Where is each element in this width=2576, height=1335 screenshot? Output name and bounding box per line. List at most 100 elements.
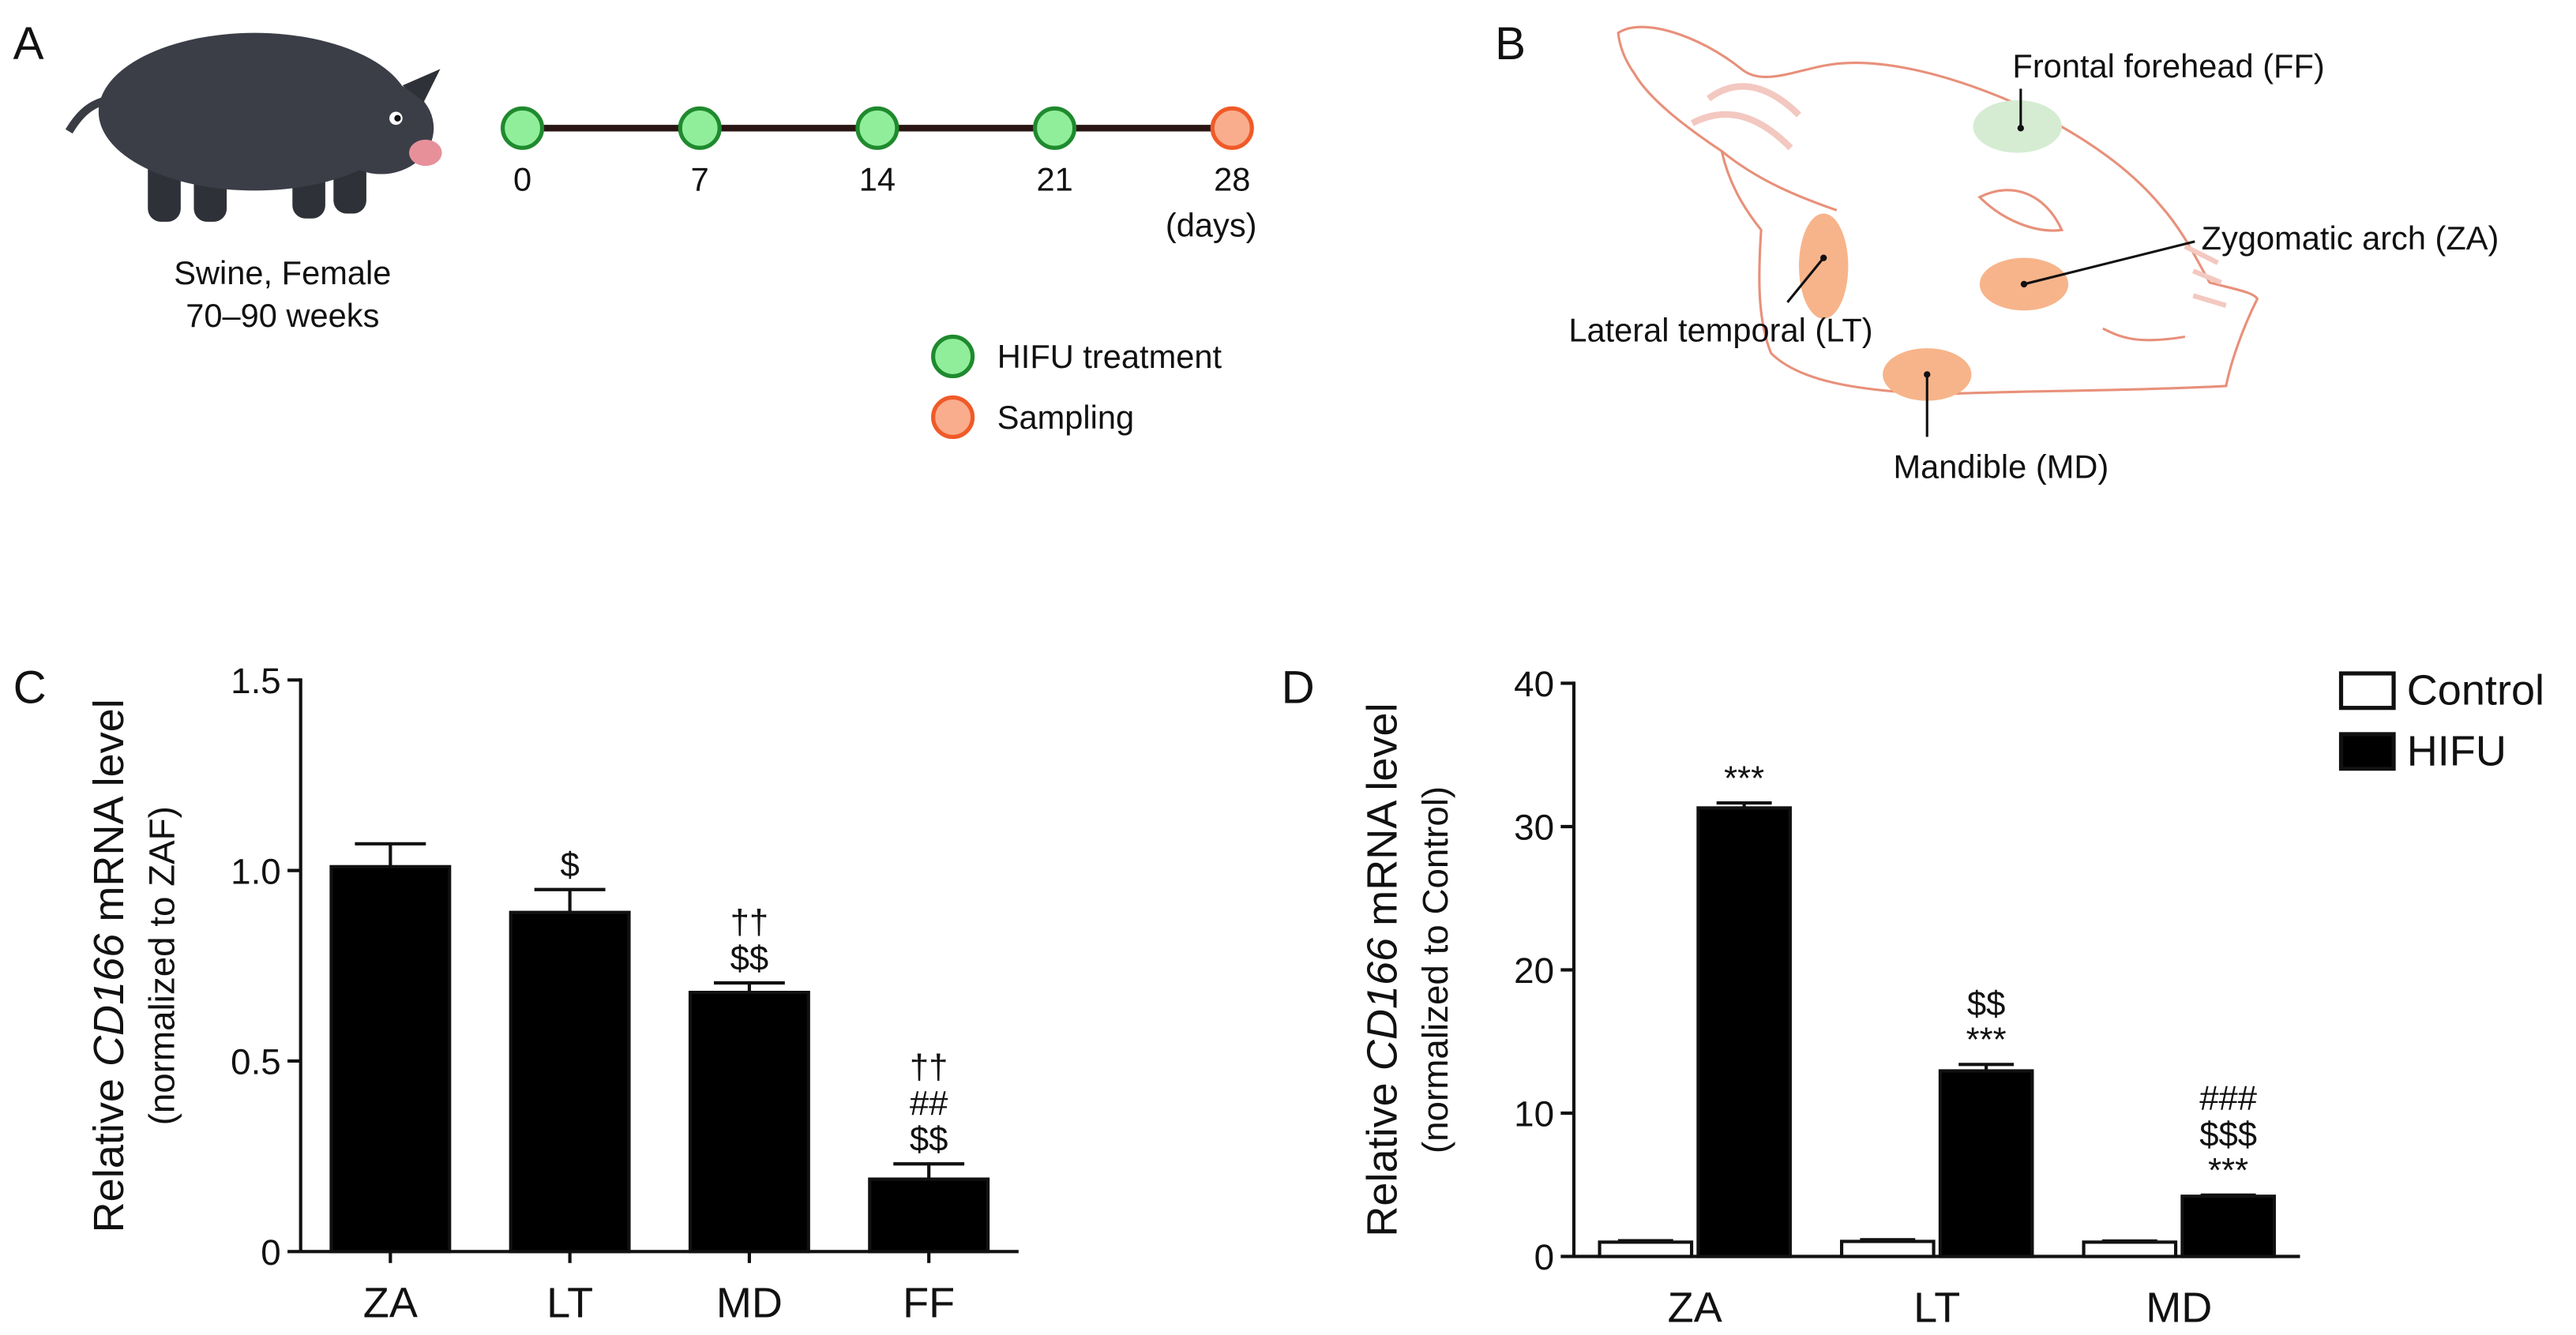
x-tick-label: MD (2146, 1284, 2212, 1332)
significance-label: †† (730, 903, 769, 942)
y-axis-title-part: CD166 (85, 933, 133, 1067)
significance-label: $$ (1967, 984, 2006, 1023)
day-label: 0 (513, 160, 531, 197)
bar (1696, 806, 1792, 1258)
x-tick-label: FF (903, 1279, 955, 1326)
significance-label: ## (910, 1084, 948, 1123)
y-tick-label: 1.0 (231, 851, 281, 891)
bar (2082, 1240, 2178, 1258)
x-tick-label: ZA (1668, 1284, 1722, 1332)
legend-label: Control (2407, 667, 2544, 714)
site-label: Frontal forehead (FF) (2012, 47, 2324, 84)
skull-path (1721, 150, 1838, 212)
y-tick-label: 20 (1514, 951, 1554, 991)
panel-label: C (13, 662, 47, 713)
bar (509, 910, 631, 1254)
panel-label: D (1282, 662, 1315, 713)
x-tick-label: LT (1913, 1284, 1960, 1332)
significance-label: †† (910, 1048, 948, 1086)
site-label: Zygomatic arch (ZA) (2202, 219, 2499, 257)
y-tick-label: 0 (261, 1232, 280, 1273)
leader-dot (2017, 125, 2024, 132)
legend-swatch (2338, 671, 2396, 711)
y-tick-label: 0 (1534, 1237, 1554, 1277)
leader-line (1786, 257, 1825, 303)
pig-snout (409, 139, 442, 167)
bar (329, 864, 452, 1254)
day-label: 21 (1036, 160, 1072, 197)
site-label: Lateral temporal (LT) (1568, 312, 1872, 349)
y-tick-label: 10 (1514, 1094, 1554, 1134)
significance-label: $ (560, 846, 579, 884)
bar (1598, 1240, 1694, 1258)
day-label: 28 (1214, 160, 1250, 197)
y-axis-title-part: CD166 (1358, 937, 1406, 1071)
skull-texture (1690, 83, 1801, 151)
leader-dot (2020, 280, 2028, 288)
pig-pupil (394, 114, 401, 122)
y-tick-label: 0.5 (231, 1042, 281, 1082)
y-axis-title-part: Relative (85, 1067, 133, 1232)
subject-line: Swine, Female (174, 254, 391, 291)
significance-label: $$$ (2199, 1115, 2257, 1153)
leader-lines (1786, 88, 2195, 437)
pig-illustration (65, 32, 442, 222)
x-tick-label: LT (546, 1279, 593, 1326)
y-tick-label: 40 (1514, 664, 1554, 704)
significance-label: $$ (910, 1120, 948, 1159)
y-axis-title: Relative CD166 mRNA level (1358, 703, 1406, 1236)
timeline-marker (1210, 106, 1254, 150)
site-lt (1798, 213, 1849, 319)
y-axis-subtitle: (normalized to Control) (1415, 786, 1455, 1153)
legend-swatch (2338, 732, 2396, 771)
y-axis-subtitle: (normalized to ZAF) (142, 806, 182, 1125)
significance-label: *** (1724, 759, 1764, 797)
legend-swatch (931, 395, 975, 440)
y-axis-title-part: Relative (1358, 1071, 1406, 1236)
bar (688, 990, 810, 1254)
day-label: 7 (691, 160, 709, 197)
day-label: 14 (859, 160, 896, 197)
site-ff (1973, 99, 2062, 153)
panel-label: B (1495, 18, 1526, 69)
significance-label: ### (2199, 1079, 2258, 1118)
x-tick-label: ZA (363, 1279, 418, 1326)
legend-swatch (931, 334, 975, 379)
bar (868, 1177, 990, 1254)
leader-dots (1820, 125, 2028, 378)
y-tick-label: 30 (1514, 808, 1554, 848)
bar (1938, 1069, 2034, 1258)
day-unit: (days) (1166, 207, 1257, 244)
y-axis-title-part: mRNA level (1358, 703, 1406, 938)
pig-body (98, 32, 411, 191)
timeline-marker (678, 106, 722, 150)
pig-ear (402, 69, 441, 103)
timeline-marker (855, 106, 899, 150)
timeline-marker (500, 106, 545, 150)
leader-dot (1924, 371, 1931, 378)
timeline-marker (1033, 106, 1077, 150)
x-tick-label: MD (716, 1279, 783, 1326)
skull-outline (1617, 25, 2259, 396)
significance-label: *** (1966, 1021, 2007, 1059)
bar (2180, 1194, 2276, 1258)
site-label: Mandible (MD) (1894, 448, 2109, 485)
skull-texture (2184, 244, 2227, 308)
legend-label: HIFU treatment (997, 338, 1222, 375)
leader-dot (1820, 254, 1827, 261)
y-axis-title-part: mRNA level (85, 699, 133, 934)
skull-path (1617, 25, 2259, 396)
timeline-days: 0 7 14 21 28 (500, 106, 1254, 197)
skull-path (2102, 327, 2186, 342)
pig-head (329, 82, 434, 174)
panel-label: A (13, 18, 44, 69)
significance-label: $$ (730, 939, 769, 977)
y-axis-title: Relative CD166 mRNA level (85, 699, 133, 1232)
subject-line: 70–90 weeks (186, 297, 379, 334)
legend-label: HIFU (2407, 727, 2507, 774)
bar (1839, 1239, 1936, 1258)
leader-line (2023, 240, 2195, 286)
